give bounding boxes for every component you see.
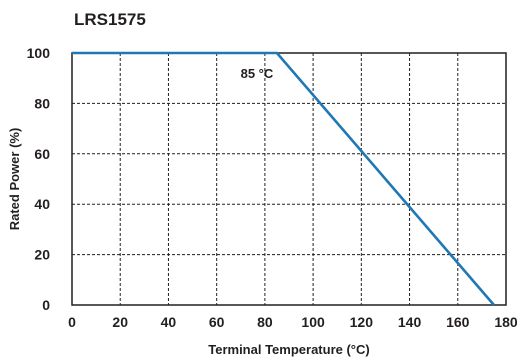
x-axis-label: Terminal Temperature (°C): [208, 342, 369, 357]
x-tick-label-0: 0: [68, 314, 76, 330]
series-line-0: [72, 51, 495, 306]
x-tick-label-100: 100: [301, 314, 325, 330]
y-tick-label-20: 20: [34, 247, 50, 263]
y-tick-label-60: 60: [34, 146, 50, 162]
y-tick-labels: 0 20 40 60 80 100: [27, 45, 51, 313]
annotation-85c: 85 °C: [241, 66, 274, 81]
x-tick-label-60: 60: [209, 314, 225, 330]
series-group: [72, 51, 495, 306]
chart-title: LRS1575: [74, 10, 146, 29]
y-axis-label: Rated Power (%): [7, 128, 22, 231]
y-tick-label-80: 80: [34, 95, 50, 111]
x-tick-label-120: 120: [350, 314, 374, 330]
x-tick-label-80: 80: [257, 314, 273, 330]
x-tick-label-160: 160: [446, 314, 470, 330]
y-tick-label-0: 0: [42, 297, 50, 313]
x-tick-label-40: 40: [161, 314, 177, 330]
plot-frame: [71, 52, 507, 306]
y-tick-label-100: 100: [27, 45, 51, 61]
grid: [72, 53, 506, 305]
x-tick-label-140: 140: [398, 314, 422, 330]
x-tick-labels: 0 20 40 60 80 100 120 140 160 180: [68, 314, 518, 330]
y-tick-label-40: 40: [34, 196, 50, 212]
x-tick-label-20: 20: [112, 314, 128, 330]
x-tick-label-180: 180: [494, 314, 518, 330]
